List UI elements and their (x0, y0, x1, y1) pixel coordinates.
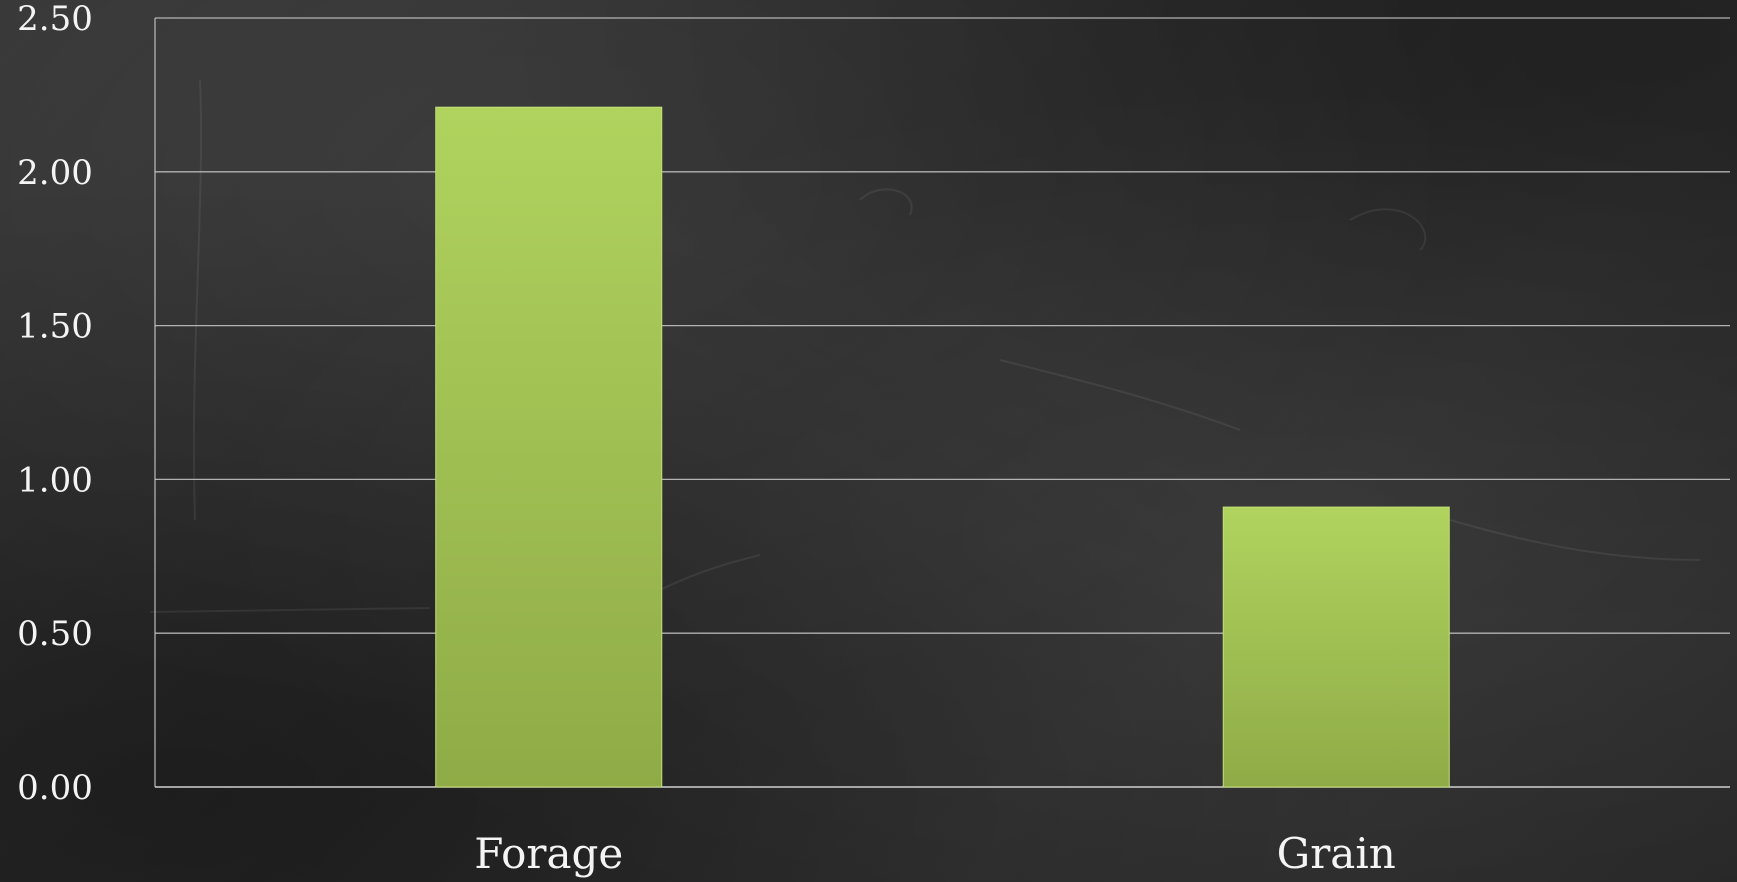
y-tick-label-2-00: 2.00 (17, 153, 93, 193)
grid-lines (154, 17, 1730, 788)
bar-forage (435, 106, 663, 788)
bar-grain (1222, 506, 1450, 788)
chalk-texture (149, 79, 1701, 613)
x-category-label-grain: Grain (1277, 829, 1396, 878)
y-tick-label-1-50: 1.50 (17, 307, 93, 347)
bars (435, 106, 1450, 788)
x-axis-categories: Forage Grain (474, 829, 1396, 878)
y-tick-label-0-50: 0.50 (17, 614, 93, 654)
y-axis-ticks: 0.00 0.50 1.00 1.50 2.00 2.50 (17, 0, 93, 808)
y-tick-label-2-50: 2.50 (17, 0, 93, 39)
x-category-label-forage: Forage (474, 829, 623, 878)
y-tick-label-1-00: 1.00 (17, 460, 93, 500)
y-tick-label-0-00: 0.00 (17, 768, 93, 808)
